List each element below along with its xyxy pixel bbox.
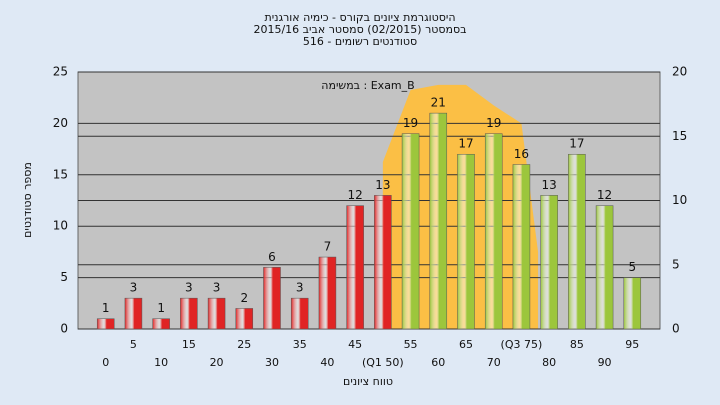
value-label: 5 (628, 260, 636, 274)
x-tick-label: (Q1 50) (362, 356, 404, 369)
x-tick-label: 45 (348, 338, 362, 351)
value-label: 21 (431, 96, 446, 110)
x-tick-label: 65 (459, 338, 473, 351)
value-label: 3 (213, 281, 221, 295)
y2-tick-label: 15 (672, 129, 687, 143)
value-label: 1 (157, 301, 165, 315)
x-tick-label: 15 (182, 338, 196, 351)
x-tick-label: 95 (625, 338, 639, 351)
value-label: 2 (240, 291, 248, 305)
bar (346, 205, 364, 330)
bar (595, 205, 614, 330)
x-tick-label: 25 (237, 338, 251, 351)
y-tick-label: 20 (53, 116, 68, 130)
value-label: 19 (403, 116, 418, 130)
value-label: 6 (268, 250, 276, 264)
y-tick-label: 10 (53, 219, 68, 233)
y-axis-label: מספר סטודנטים (21, 162, 34, 238)
value-label: 12 (597, 188, 612, 202)
bar (540, 195, 558, 330)
x-tick-label: (Q3 75) (501, 338, 543, 351)
bar (96, 318, 115, 330)
y2-tick-label: 20 (672, 65, 687, 79)
y-tick-label: 5 (60, 270, 68, 284)
x-tick-label: 10 (154, 356, 168, 369)
x-tick-label: 55 (404, 338, 418, 351)
value-label: 3 (130, 281, 138, 295)
x-tick-label: 40 (320, 356, 334, 369)
x-axis-label: טווח ציונים (343, 375, 393, 388)
value-label: 13 (375, 178, 390, 192)
x-tick-label: 60 (431, 356, 445, 369)
value-label: 17 (569, 137, 584, 151)
bar (124, 297, 143, 330)
bar (374, 195, 392, 330)
annotation: במשימה : Exam_B (321, 79, 414, 92)
value-label: 7 (324, 240, 332, 254)
value-label: 3 (185, 281, 193, 295)
bar (457, 153, 475, 330)
y-tick-label: 15 (53, 167, 68, 181)
bar (207, 297, 226, 330)
value-label: 12 (348, 188, 363, 202)
bar (568, 153, 586, 330)
bar (401, 133, 420, 330)
y2-tick-label: 0 (672, 322, 680, 336)
value-label: 17 (458, 137, 473, 151)
x-tick-label: 35 (293, 338, 307, 351)
value-label: 19 (486, 116, 501, 130)
bar (429, 112, 448, 330)
title-line: היסטוגרמת ציונים בקורס - כימיה אורגנית (264, 11, 455, 24)
bar (152, 318, 170, 330)
title-line: בסמסטר (02/2015) סמסטר אביב 2015/16 (253, 23, 466, 36)
bar (318, 256, 337, 330)
x-tick-label: 85 (570, 338, 584, 351)
value-label: 3 (296, 281, 304, 295)
value-label: 16 (514, 147, 529, 161)
x-tick-label: 90 (598, 356, 612, 369)
y2-tick-label: 5 (672, 257, 680, 271)
value-label: 13 (542, 178, 557, 192)
y-tick-label: 25 (53, 65, 68, 79)
title-line: סטודנטים רשומים - 516 (303, 35, 417, 48)
x-tick-label: 80 (542, 356, 556, 369)
bar (263, 267, 281, 330)
y2-tick-label: 10 (672, 193, 687, 207)
x-tick-label: 5 (130, 338, 137, 351)
value-label: 1 (102, 301, 110, 315)
bar (180, 297, 198, 330)
bar (484, 133, 503, 330)
x-tick-label: 0 (102, 356, 109, 369)
bar (623, 277, 642, 330)
bar (290, 297, 309, 330)
y-tick-label: 0 (60, 322, 68, 336)
bar (235, 308, 254, 330)
x-tick-label: 30 (265, 356, 279, 369)
x-tick-label: 20 (210, 356, 224, 369)
bar (512, 164, 531, 330)
x-tick-label: 70 (487, 356, 501, 369)
